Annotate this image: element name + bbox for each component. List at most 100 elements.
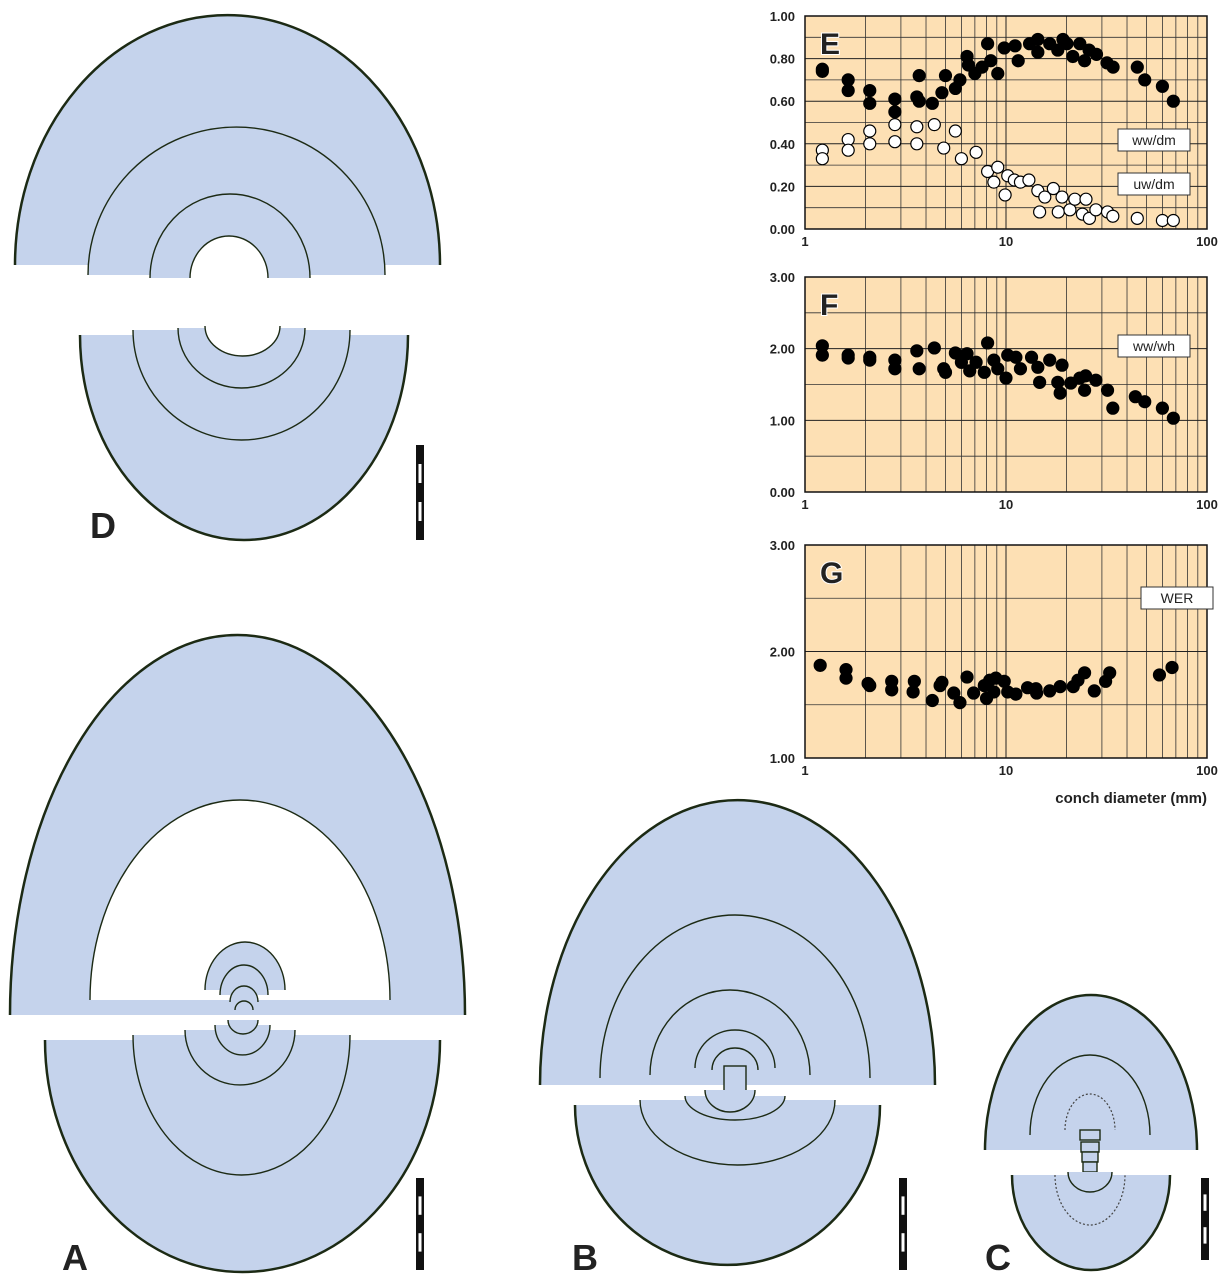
scale-bar xyxy=(899,1178,907,1270)
whorl-section xyxy=(227,1019,259,1035)
whorl-section xyxy=(214,1024,271,1056)
data-point xyxy=(863,124,877,138)
whorl-section xyxy=(89,799,391,1001)
data-point xyxy=(960,347,974,361)
data-point xyxy=(1138,395,1152,409)
scale-bar-segment xyxy=(418,502,422,521)
scale-bar-segment xyxy=(901,1196,905,1215)
data-point xyxy=(967,686,981,700)
data-point xyxy=(1068,192,1082,206)
data-point xyxy=(863,83,877,98)
data-point xyxy=(1166,411,1180,425)
data-point xyxy=(947,686,961,700)
data-point xyxy=(1155,213,1170,228)
data-point xyxy=(938,365,953,379)
data-point xyxy=(935,675,949,689)
legend-box xyxy=(1117,128,1191,152)
whorl-neck xyxy=(1081,1151,1099,1163)
data-point xyxy=(1053,386,1067,400)
whorl-section xyxy=(184,1029,296,1086)
y-tick-label: 2.00 xyxy=(770,342,795,357)
charts: 0.00 0.20 0.40 0.60 0.80 1.00 1 10 100 Eww/dm uw/d… xyxy=(770,9,1218,807)
data-point xyxy=(1089,373,1103,387)
data-point xyxy=(1166,213,1180,228)
data-point xyxy=(1089,47,1104,61)
legend-label: uw/dm xyxy=(1133,176,1174,192)
data-point xyxy=(813,658,827,672)
specimen-label: A xyxy=(62,1237,88,1275)
data-point xyxy=(991,66,1005,81)
x-axis-label: conch diameter (mm) xyxy=(1055,790,1207,807)
data-point xyxy=(888,105,902,119)
data-point xyxy=(935,86,949,100)
data-point xyxy=(937,141,951,155)
data-point xyxy=(1060,37,1074,51)
data-point xyxy=(969,355,983,369)
whorl-section xyxy=(234,1000,254,1011)
scale-bar-segment xyxy=(1203,1227,1207,1244)
legend-box xyxy=(1117,172,1191,196)
data-point xyxy=(1106,209,1120,223)
data-point xyxy=(969,145,983,159)
whorl-section xyxy=(132,1034,351,1176)
scale-bar-segment xyxy=(418,464,422,483)
data-point xyxy=(912,69,926,83)
scale-bar xyxy=(416,445,424,540)
legend-label: ww/dm xyxy=(1131,132,1176,148)
data-point xyxy=(1130,211,1144,225)
whorl-neck xyxy=(1082,1161,1098,1173)
data-point xyxy=(987,685,1001,699)
data-point xyxy=(997,41,1011,55)
data-point xyxy=(1155,401,1170,415)
data-point xyxy=(912,362,926,376)
data-point xyxy=(938,69,953,83)
data-point xyxy=(925,693,939,708)
data-point xyxy=(815,64,829,78)
plot-frame xyxy=(804,544,1208,759)
data-point xyxy=(1138,73,1152,87)
data-point xyxy=(1073,37,1087,51)
data-point xyxy=(888,135,902,149)
panel-title: G xyxy=(820,557,843,590)
data-point xyxy=(910,137,924,151)
data-point xyxy=(1106,60,1120,74)
x-tick-label: 1 xyxy=(801,763,808,778)
whorl-neck xyxy=(1080,1141,1100,1153)
data-point xyxy=(953,73,967,87)
y-tick-label: 1.00 xyxy=(770,413,795,428)
data-point xyxy=(885,683,899,697)
data-point xyxy=(927,341,941,355)
data-point xyxy=(912,94,926,108)
data-point xyxy=(1055,190,1069,204)
data-point xyxy=(1022,173,1036,187)
panel-title: E xyxy=(820,28,840,61)
data-point xyxy=(1106,401,1120,415)
whorl-section xyxy=(711,1047,759,1071)
data-point xyxy=(953,696,967,710)
data-point xyxy=(991,160,1005,174)
data-point xyxy=(888,92,902,106)
data-point xyxy=(906,685,920,699)
scale-bar xyxy=(1201,1178,1209,1260)
data-point xyxy=(1055,358,1069,372)
data-point xyxy=(815,348,829,362)
whorl-section xyxy=(1064,1093,1116,1131)
data-point xyxy=(1079,192,1093,206)
y-tick-label: 1.00 xyxy=(770,9,795,24)
data-point xyxy=(1087,684,1101,698)
data-point xyxy=(1130,60,1144,74)
data-point xyxy=(1051,43,1065,57)
y-tick-label: 0.00 xyxy=(770,485,795,500)
data-point xyxy=(863,96,877,110)
y-tick-label: 0.60 xyxy=(770,94,795,109)
data-point xyxy=(888,118,902,132)
data-point xyxy=(925,96,939,110)
y-tick-label: 0.80 xyxy=(770,52,795,67)
whorl-neck xyxy=(1079,1129,1101,1141)
specimen-label: D xyxy=(90,505,116,546)
data-point xyxy=(981,336,995,350)
specimen-label: C xyxy=(985,1237,1011,1275)
data-point xyxy=(839,671,853,685)
data-point xyxy=(1038,190,1052,204)
plot-frame xyxy=(804,276,1208,493)
